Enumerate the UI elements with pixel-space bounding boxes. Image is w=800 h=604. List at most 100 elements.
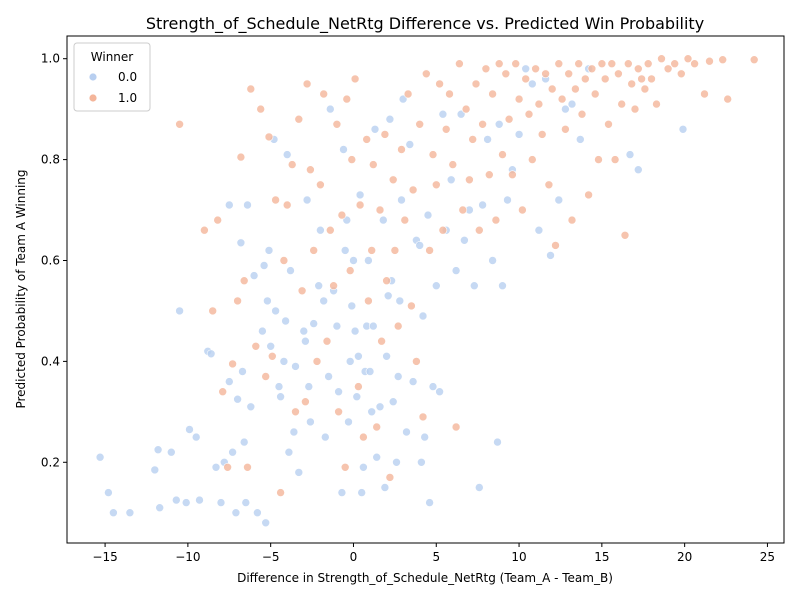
- point-series-1-22: [291, 407, 300, 417]
- point-series-0-61: [325, 104, 335, 114]
- point-series-1-63: [408, 185, 418, 195]
- point-series-0-100: [402, 427, 411, 437]
- point-series-1-9: [239, 276, 249, 286]
- point-series-0-44: [282, 150, 292, 159]
- point-series-1-131: [633, 64, 643, 74]
- point-series-1-92: [504, 114, 514, 124]
- point-series-1-114: [577, 109, 587, 119]
- point-series-0-67: [340, 246, 350, 255]
- point-series-0-136: [554, 195, 564, 205]
- point-series-0-8: [172, 495, 181, 505]
- point-series-1-135: [647, 74, 656, 84]
- point-series-0-110: [428, 382, 438, 391]
- point-series-1-49: [368, 160, 378, 169]
- point-series-0-123: [483, 135, 492, 144]
- y-axis-ticks: 0.2 0.4 0.6 0.8 1.0: [41, 52, 67, 469]
- point-series-1-72: [438, 225, 448, 235]
- point-series-1-101: [534, 99, 544, 109]
- point-series-0-36: [264, 246, 274, 255]
- point-series-1-112: [571, 84, 580, 94]
- point-series-0-113: [438, 109, 448, 119]
- point-series-0-78: [359, 462, 368, 472]
- point-series-0-121: [474, 483, 484, 492]
- point-series-0-94: [388, 397, 398, 407]
- point-series-1-99: [527, 155, 537, 164]
- point-series-1-90: [498, 150, 507, 159]
- point-series-1-7: [233, 296, 242, 306]
- point-series-1-115: [580, 74, 590, 84]
- point-series-1-103: [541, 69, 550, 79]
- point-series-1-134: [643, 59, 653, 69]
- plot-frame: [66, 35, 785, 544]
- legend-marker-1: [88, 93, 98, 103]
- point-series-1-23: [294, 114, 304, 124]
- point-series-1-73: [441, 125, 451, 134]
- point-series-0-115: [446, 175, 456, 185]
- point-series-0-89: [380, 483, 390, 492]
- point-series-1-122: [604, 120, 613, 129]
- point-series-0-133: [534, 225, 544, 235]
- point-series-1-137: [657, 54, 666, 64]
- point-series-1-86: [484, 170, 494, 179]
- point-series-1-109: [561, 125, 570, 134]
- point-series-1-102: [537, 130, 547, 139]
- x-tick-label: 25: [760, 550, 775, 564]
- point-series-1-124: [610, 155, 620, 164]
- point-series-0-65: [337, 488, 347, 497]
- point-series-1-108: [557, 94, 567, 104]
- point-series-0-0: [95, 452, 105, 462]
- point-series-0-2: [109, 508, 118, 518]
- point-series-0-118: [460, 236, 469, 245]
- point-series-1-143: [700, 89, 709, 99]
- point-series-0-138: [567, 99, 577, 109]
- point-series-0-13: [195, 495, 204, 505]
- point-series-0-84: [368, 321, 378, 331]
- point-series-0-108: [423, 210, 433, 220]
- point-series-1-96: [518, 205, 527, 215]
- point-series-0-32: [258, 326, 267, 336]
- point-series-1-66: [418, 412, 428, 422]
- point-series-0-28: [243, 200, 252, 210]
- point-series-0-124: [488, 256, 497, 265]
- point-series-1-62: [407, 301, 416, 311]
- point-series-0-66: [339, 145, 348, 154]
- point-series-0-135: [546, 251, 555, 260]
- point-series-1-47: [364, 296, 373, 306]
- point-series-1-97: [521, 74, 531, 84]
- point-series-0-73: [350, 326, 360, 336]
- point-series-0-35: [263, 296, 272, 306]
- point-series-1-144: [705, 56, 714, 66]
- point-series-1-11: [246, 84, 256, 94]
- point-series-1-93: [508, 170, 517, 179]
- y-tick-label: 0.6: [41, 253, 60, 267]
- point-series-1-26: [302, 79, 312, 89]
- point-series-1-30: [316, 180, 325, 190]
- point-series-1-43: [354, 382, 363, 391]
- point-series-0-91: [383, 291, 393, 301]
- point-series-1-1: [200, 225, 209, 235]
- point-series-0-39: [271, 306, 280, 316]
- point-series-1-121: [600, 74, 610, 84]
- point-series-1-5: [223, 462, 232, 472]
- point-series-1-16: [267, 351, 277, 361]
- point-series-1-106: [551, 241, 560, 250]
- point-series-1-15: [264, 132, 274, 142]
- point-series-1-117: [587, 64, 597, 74]
- y-tick-label: 0.4: [41, 354, 60, 368]
- point-series-0-105: [417, 457, 426, 467]
- point-series-1-38: [340, 462, 350, 472]
- point-series-0-42: [279, 357, 289, 366]
- legend-label-0: 0.0: [118, 70, 137, 84]
- x-tick-label: 0: [350, 550, 358, 564]
- point-series-1-25: [301, 397, 310, 407]
- x-tick-label: −10: [175, 550, 200, 564]
- point-series-1-91: [501, 69, 511, 79]
- point-series-0-43: [281, 316, 290, 326]
- point-series-1-60: [400, 215, 410, 225]
- point-series-0-101: [405, 140, 415, 149]
- point-series-1-111: [567, 215, 577, 225]
- point-series-1-6: [228, 359, 237, 369]
- point-series-1-64: [412, 357, 421, 366]
- point-series-0-137: [561, 104, 570, 114]
- point-series-1-44: [355, 200, 365, 210]
